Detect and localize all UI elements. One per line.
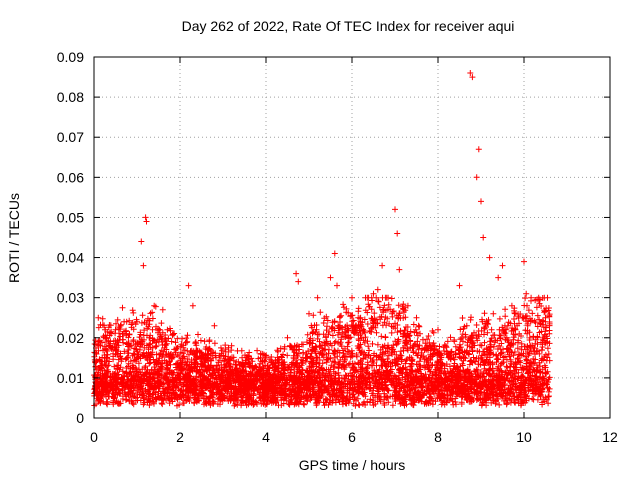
roti-point — [140, 262, 147, 269]
roti-point-cloud — [91, 294, 553, 409]
roti-point — [486, 254, 493, 261]
data-points — [91, 70, 553, 409]
roti-point — [392, 206, 398, 213]
roti-point — [379, 262, 386, 269]
roti-point — [103, 334, 110, 341]
roti-point — [394, 230, 401, 237]
y-tick-label: 0.05 — [57, 209, 84, 225]
x-tick-label: 6 — [348, 429, 356, 445]
roti-point — [327, 274, 334, 281]
roti-point — [435, 326, 441, 333]
y-tick-label: 0.07 — [57, 129, 84, 145]
y-tick-label: 0.02 — [57, 330, 84, 346]
x-tick-label: 0 — [90, 429, 98, 445]
roti-point — [189, 302, 196, 309]
roti-point — [185, 282, 192, 289]
x-tick-label: 10 — [516, 429, 532, 445]
roti-point — [142, 214, 149, 221]
roti-point — [295, 278, 302, 285]
roti-point — [473, 174, 480, 181]
roti-point — [331, 250, 338, 257]
roti-point — [151, 302, 158, 309]
roti-point — [314, 294, 321, 301]
roti-point — [263, 354, 269, 361]
x-tick-label: 12 — [602, 429, 618, 445]
roti-point — [134, 318, 140, 325]
roti-point — [349, 294, 355, 301]
roti-point — [478, 198, 484, 205]
roti-point — [95, 314, 102, 321]
y-tick-label: 0.09 — [57, 49, 84, 65]
roti-point — [480, 234, 487, 241]
roti-point — [121, 318, 128, 325]
roti-point — [112, 326, 119, 333]
roti-point — [211, 322, 218, 329]
roti-point — [357, 314, 364, 321]
roti-point — [306, 310, 312, 317]
chart-title: Day 262 of 2022, Rate Of TEC Index for r… — [181, 18, 515, 34]
roti-point — [138, 238, 145, 245]
roti-point — [467, 70, 474, 76]
roti-point — [499, 262, 506, 269]
x-tick-label: 8 — [434, 429, 442, 445]
axis-ticks: 0 2 4 6 8 10 12 0 0.01 0.02 0.03 0.04 0.05 0.06 0.07 0.… — [57, 49, 618, 445]
roti-point — [469, 74, 476, 81]
roti-point — [521, 258, 527, 265]
y-tick-label: 0.06 — [57, 169, 84, 185]
roti-point — [370, 290, 377, 297]
roti-point — [293, 270, 300, 277]
x-axis-label: GPS time / hours — [298, 457, 406, 473]
x-tick-label: 2 — [176, 429, 184, 445]
y-tick-label: 0.04 — [57, 250, 84, 266]
roti-point — [334, 282, 340, 289]
roti-point — [159, 306, 166, 313]
y-tick-label: 0.03 — [57, 290, 84, 306]
roti-point — [396, 266, 403, 273]
roti-point — [503, 334, 510, 341]
y-tick-label: 0.01 — [57, 370, 84, 386]
roti-point — [495, 274, 502, 281]
roti-point — [143, 218, 150, 225]
roti-point — [413, 314, 420, 321]
roti-point — [97, 342, 104, 349]
y-tick-label: 0 — [76, 410, 84, 426]
roti-point — [523, 290, 530, 297]
roti-point — [456, 282, 463, 289]
roti-point — [228, 342, 235, 349]
roti-point — [374, 286, 381, 293]
roti-point — [475, 146, 482, 153]
y-tick-label: 0.08 — [57, 89, 84, 105]
roti-point — [404, 302, 411, 309]
roti-point — [284, 334, 291, 341]
roti-point — [542, 314, 549, 321]
x-tick-label: 4 — [262, 429, 270, 445]
